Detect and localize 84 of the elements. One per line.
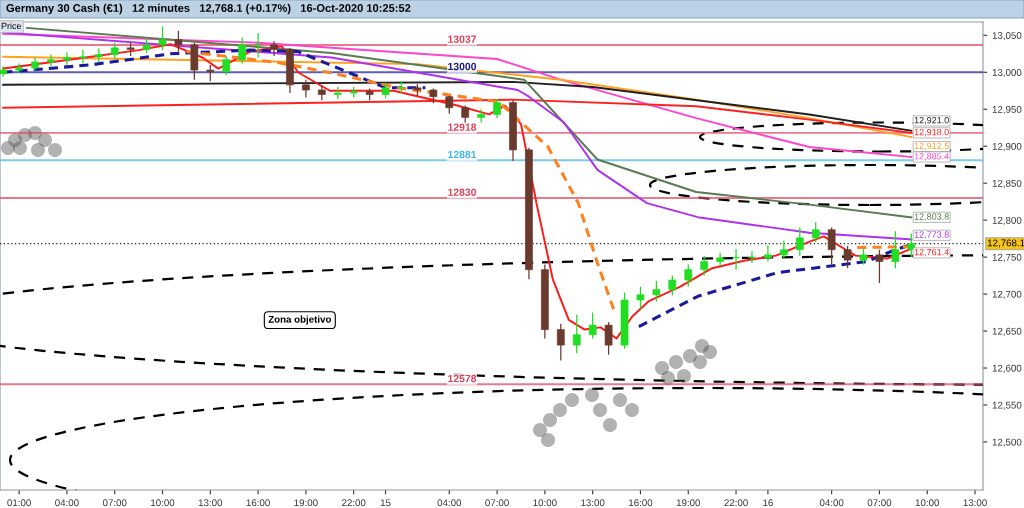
ref-line-label: 12578	[448, 374, 477, 383]
x-tick-label: 10:00	[151, 499, 175, 507]
x-tick-label: 07:00	[867, 499, 892, 507]
candlestick	[652, 280, 661, 303]
x-tick-label: 04:00	[819, 499, 844, 507]
y-tick-label: 12,700	[992, 290, 1022, 299]
y-tick-label: 12,800	[992, 216, 1022, 225]
candlestick	[732, 248, 740, 271]
candlestick	[764, 244, 772, 263]
data-label: 12,921.0	[914, 116, 949, 125]
x-tick-label: 04:00	[437, 499, 462, 507]
candlestick	[875, 249, 884, 284]
x-tick-label: 19:00	[294, 499, 318, 507]
x-tick-label: 13:00	[198, 499, 223, 507]
x-tick-label: 04:00	[55, 499, 79, 507]
y-tick-label: 12,900	[992, 142, 1022, 151]
candlestick	[827, 226, 836, 266]
candlestick	[302, 79, 310, 99]
ref-line-label: 12830	[448, 188, 477, 196]
data-label: 12,918.0	[914, 128, 949, 137]
data-label: 12,885.4	[914, 153, 949, 161]
x-tick-label: 22:00	[724, 499, 748, 507]
candlestick	[684, 263, 693, 288]
candlestick	[811, 221, 820, 243]
candlestick	[238, 36, 247, 65]
candlestick	[795, 226, 804, 257]
candlestick	[477, 108, 485, 124]
candlestick	[636, 286, 645, 310]
y-tick-label: 12,550	[992, 401, 1022, 410]
candlestick	[270, 40, 278, 57]
candlestick	[780, 240, 788, 260]
x-tick-label: 15	[380, 499, 391, 507]
data-label: 12,803.8	[914, 213, 949, 221]
candlestick	[907, 232, 916, 258]
y-tick-label: 12,500	[992, 438, 1022, 447]
candlestick	[556, 323, 565, 362]
x-tick-label: 16:00	[246, 499, 270, 507]
candlestick	[572, 314, 581, 354]
candlestick	[700, 255, 709, 277]
candlestick	[15, 62, 23, 74]
candlestick	[461, 104, 470, 125]
y-tick-label: 13,000	[992, 69, 1022, 78]
data-label: 12,761.4	[914, 248, 949, 257]
ref-line-label: 12918	[448, 123, 477, 131]
candlestick	[174, 30, 183, 53]
y-tick-label: 12,950	[992, 105, 1022, 115]
ref-line-label: 12,768.1	[987, 239, 1024, 248]
y-tick-label: 12,600	[992, 364, 1022, 373]
candlestick	[748, 250, 756, 264]
x-tick-label: 16:00	[629, 499, 653, 507]
candlestick	[254, 32, 262, 59]
candlestick	[668, 274, 677, 297]
candlestick	[493, 98, 501, 119]
y-tick-label: 12,750	[992, 253, 1022, 262]
ref-line-label: 13000	[448, 62, 477, 71]
candlestick	[604, 321, 613, 356]
x-tick-label: 10:00	[915, 499, 940, 507]
y-tick-label: 12,850	[992, 179, 1022, 188]
x-tick-label: 13:00	[581, 499, 605, 507]
ref-line-label: 12881	[448, 150, 477, 159]
x-tick-label: 01:00	[7, 499, 31, 507]
candlestick	[843, 245, 852, 269]
data-label: 12,773.8	[914, 231, 949, 239]
candlestick	[47, 53, 55, 67]
x-tick-label: 16	[763, 499, 773, 507]
x-tick-label: 13:00	[963, 499, 987, 507]
candlestick	[63, 51, 71, 66]
y-tick-label: 12,650	[992, 327, 1022, 336]
candlestick	[891, 230, 900, 269]
candlestick	[158, 25, 167, 51]
candlestick	[222, 55, 231, 76]
x-tick-label: 19:00	[676, 499, 701, 507]
y-tick-label: 13,050	[992, 32, 1022, 41]
data-label: 12,912.5	[914, 142, 949, 151]
ref-line-label: 13037	[448, 35, 477, 43]
annotation: Price	[1, 22, 22, 30]
candlestick	[716, 252, 724, 267]
chart-title: Germany 30 Cash (€1) 12 minutes 12,768.1 (+0.17%) 16-Oct-2020 10:25:52	[6, 3, 411, 15]
x-tick-label: 07:00	[102, 499, 127, 507]
x-tick-label: 10:00	[533, 499, 557, 507]
candlestick	[588, 311, 597, 340]
x-tick-label: 22:00	[342, 499, 366, 507]
x-tick-label: 07:00	[485, 499, 509, 507]
annotation: Zona objetivo	[268, 315, 332, 325]
